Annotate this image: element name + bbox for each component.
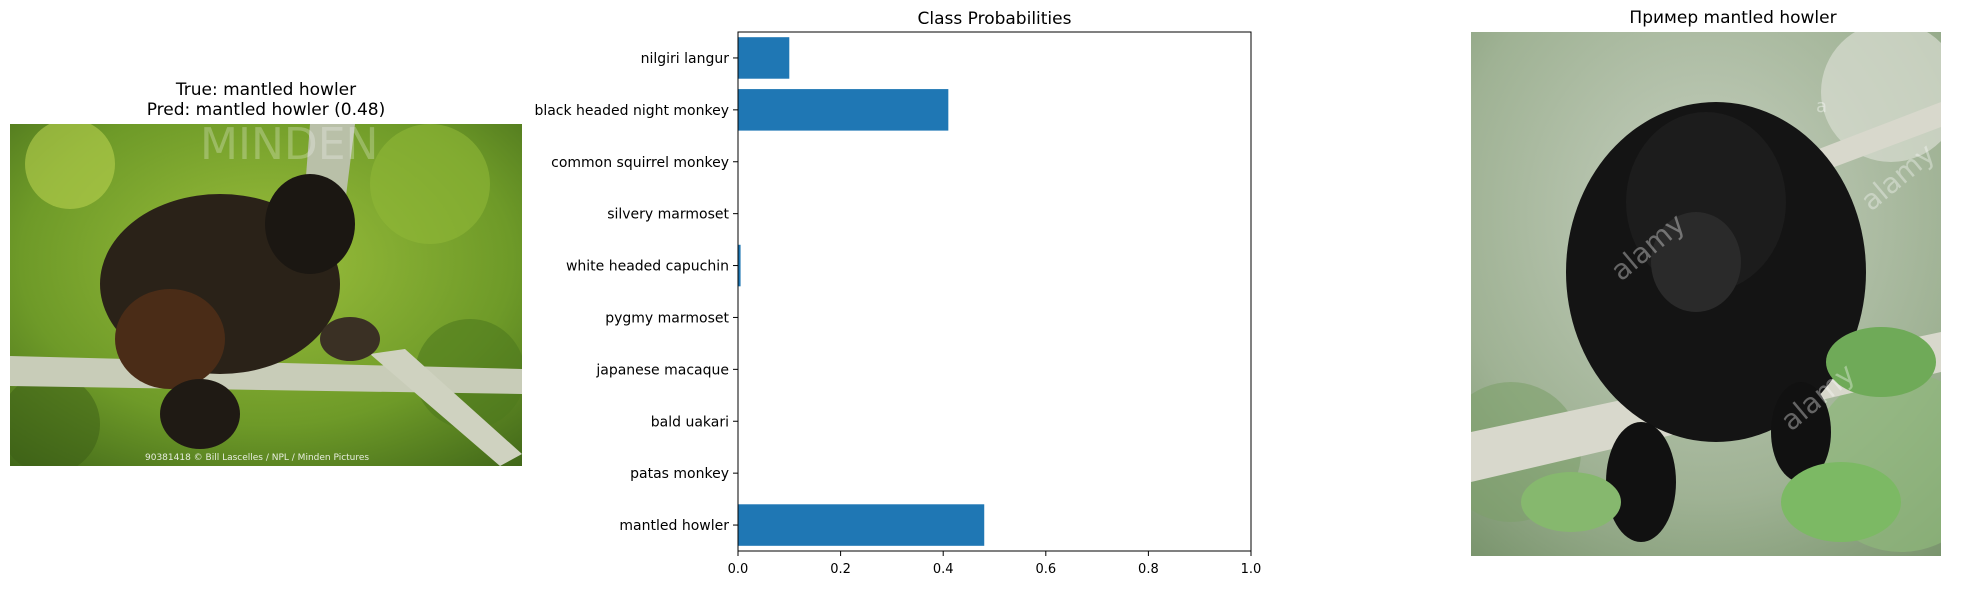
right-title: Пример mantled howler <box>1471 8 1987 28</box>
bar-nilgiri-langur <box>738 37 789 79</box>
right-watermark-mark: a <box>1816 96 1827 117</box>
right-monkey-photo: alamy alamy alamy a <box>1471 32 1941 556</box>
xtick-label: 0.8 <box>1138 562 1159 577</box>
xtick-label: 0.0 <box>728 562 749 577</box>
bar-mantled-howler <box>738 504 984 546</box>
ytick-label: nilgiri langur <box>641 51 730 67</box>
ytick-label: silvery marmoset <box>607 207 729 223</box>
ytick-label: black headed night monkey <box>534 103 729 119</box>
ytick-label: common squirrel monkey <box>551 155 729 171</box>
ytick-label: bald uakari <box>651 414 729 430</box>
chart-title: Class Probabilities <box>918 9 1072 29</box>
ytick-label: white headed capuchin <box>566 259 729 275</box>
xtick-label: 0.4 <box>933 562 954 577</box>
ytick-label: patas monkey <box>630 466 729 482</box>
xtick-label: 0.2 <box>830 562 851 577</box>
xtick-label: 0.6 <box>1035 562 1056 577</box>
ytick-label: japanese macaque <box>595 362 729 378</box>
ytick-label: pygmy marmoset <box>605 310 729 326</box>
ytick-label: mantled howler <box>619 518 729 534</box>
bar-black-headed-night-monkey <box>738 89 948 131</box>
xtick-label: 1.0 <box>1241 562 1262 577</box>
